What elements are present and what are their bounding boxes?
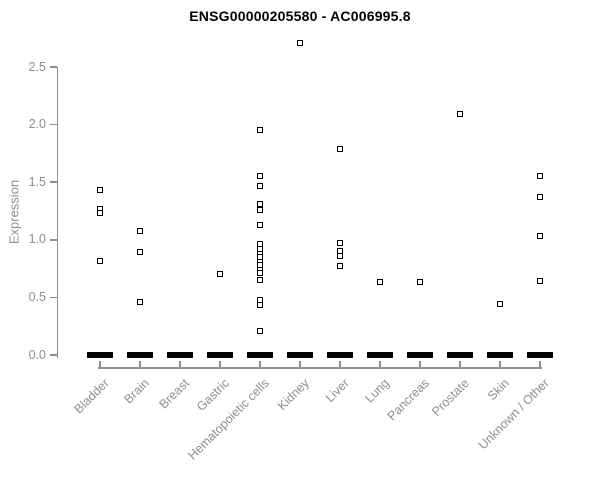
data-point [137,299,143,305]
x-tick [339,360,341,368]
data-point [97,257,103,264]
zero-expression-bar [327,351,353,359]
data-point [217,271,223,278]
data-point [337,240,343,247]
data-point [457,111,463,118]
data-point [537,278,543,285]
data-point [257,173,263,180]
x-tick [179,360,181,368]
data-point [257,201,263,208]
y-tick-label: 0.5 [28,289,46,304]
data-point [297,39,303,46]
data-point [497,301,503,308]
zero-expression-bar [247,351,273,359]
y-tick [50,354,57,356]
data-point [537,194,543,201]
zero-expression-bar [487,351,513,359]
x-tick [259,360,261,368]
x-tick [539,360,541,368]
x-tick [459,360,461,368]
zero-expression-bar [407,351,433,359]
data-point [337,252,343,259]
data-point [257,206,263,213]
x-tick [419,360,421,368]
data-point [97,210,103,217]
y-tick [50,66,57,68]
x-axis-line [98,367,542,369]
zero-expression-bar [447,351,473,359]
x-tick [139,360,141,368]
data-point [257,302,263,309]
y-axis-line [56,67,58,358]
y-tick [50,181,57,183]
data-point [417,279,423,286]
y-tick-label: 1.0 [28,232,46,247]
data-point [537,233,543,240]
data-point [257,327,263,334]
data-point [257,277,263,284]
zero-expression-bar [207,351,233,359]
zero-expression-bar [87,351,113,359]
zero-expression-bar [287,351,313,359]
data-point [97,187,103,194]
data-point [257,270,263,277]
data-point [257,296,263,303]
data-point [257,221,263,228]
y-tick [50,123,57,126]
y-tick [50,296,57,299]
x-tick [499,360,501,368]
zero-expression-bar [527,351,553,359]
x-tick [379,360,381,368]
y-tick-label: 0.0 [28,347,46,362]
data-point [337,263,343,270]
x-tick [299,360,301,368]
data-point [377,279,383,286]
y-tick-label: 2.5 [28,59,46,74]
zero-expression-bar [167,351,193,359]
y-tick-label: 1.5 [28,174,46,189]
data-point [137,249,143,256]
y-tick-label: 2.0 [28,117,46,132]
zero-expression-bar [127,351,153,359]
x-tick [99,360,101,368]
data-point [337,145,343,152]
data-point [537,173,543,180]
data-point [257,127,263,134]
zero-expression-bar [367,351,393,359]
chart-title: ENSG00000205580 - AC006995.8 [189,8,411,24]
data-point [137,227,143,234]
y-tick [50,239,57,241]
data-point [257,182,263,189]
x-tick [219,360,221,368]
